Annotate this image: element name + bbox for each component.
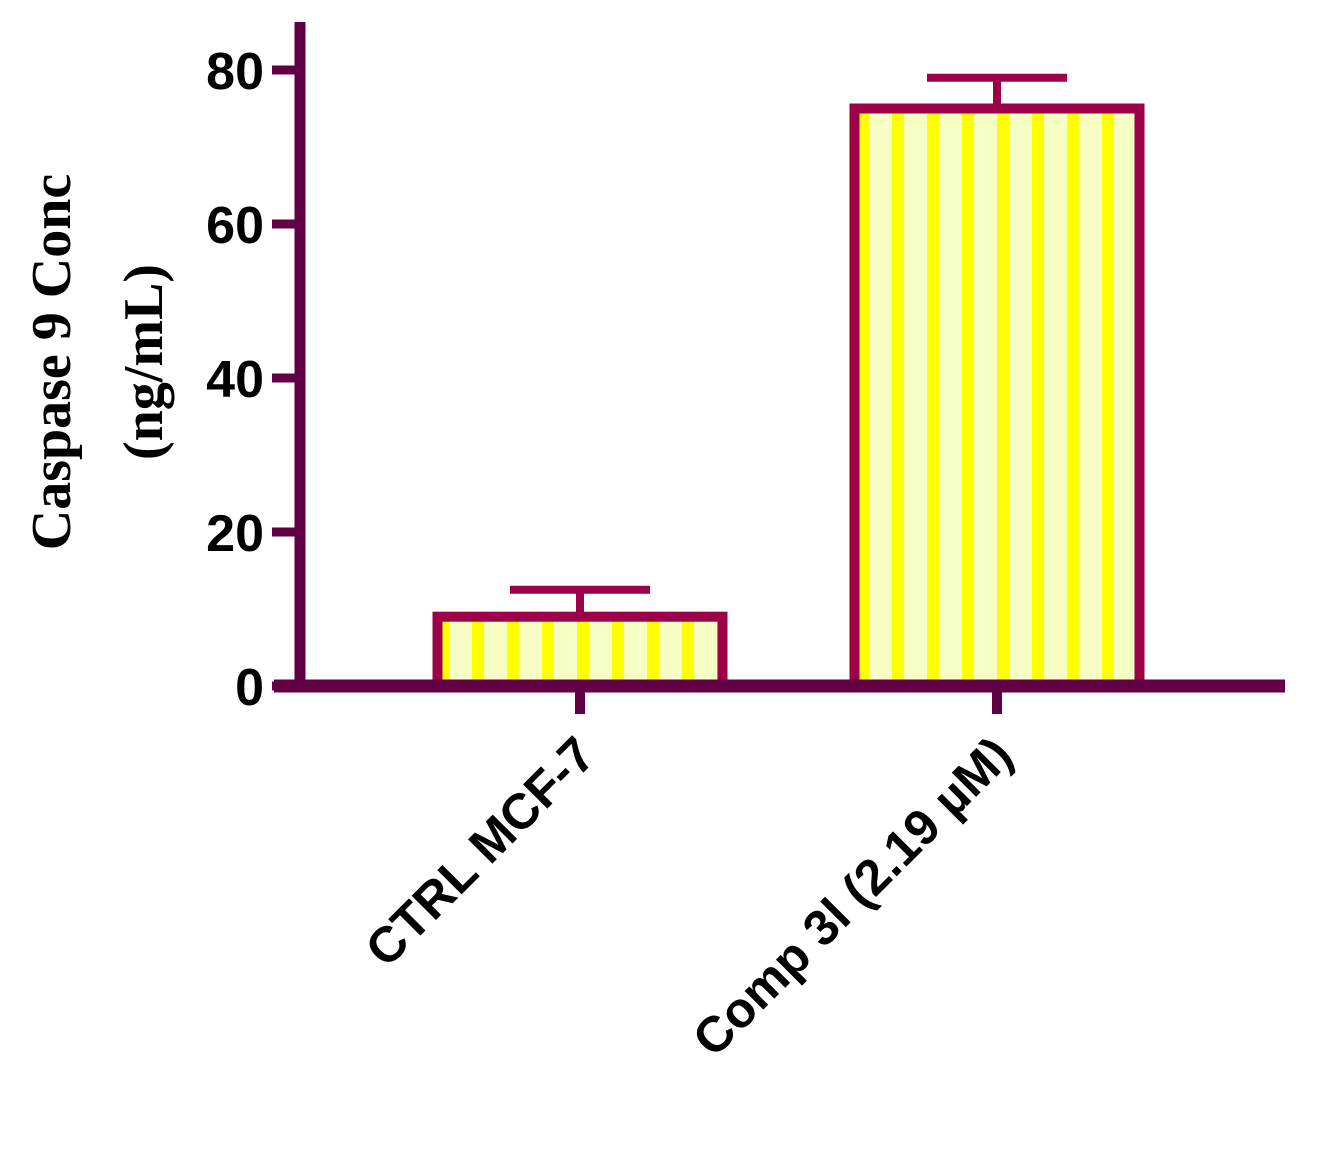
y-tick-label: 60 [206,197,264,255]
bar [849,103,1145,691]
y-axis-label-line2: (ng/mL) [113,264,175,460]
y-tick-label: 40 [206,351,264,409]
bar [432,611,728,692]
axes [274,22,1285,693]
y-tick-label: 0 [235,659,264,717]
bars [432,73,1145,692]
y-ticks: 0 20 40 60 80 [206,43,300,717]
y-tick-label: 20 [206,505,264,563]
x-ticks: CTRL MCF-7 Comp 3l (2.19 µM) [355,686,1023,1067]
y-axis-label-line1: Caspase 9 Conc [21,174,83,550]
x-tick-label: CTRL MCF-7 [355,726,606,977]
x-tick-label: Comp 3l (2.19 µM) [682,726,1023,1067]
y-tick-label: 80 [206,43,264,101]
y-axis-label: Caspase 9 Conc (ng/mL) [21,174,175,550]
